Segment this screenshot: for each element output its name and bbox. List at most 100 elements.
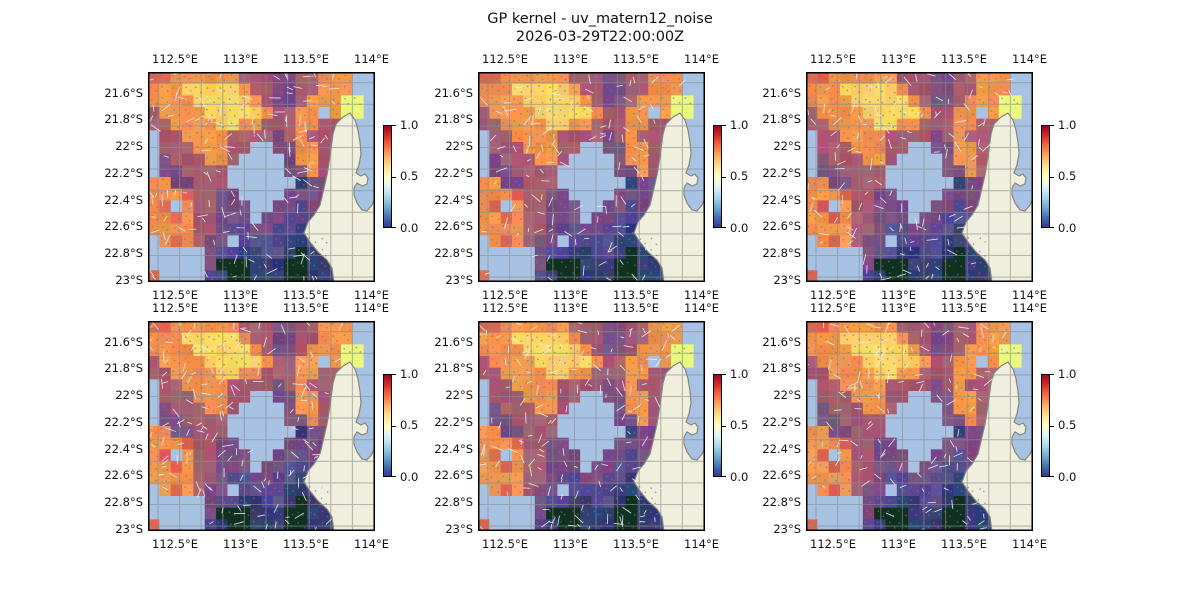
x-axis-bottom-tick-label: 114°E	[684, 288, 719, 302]
chart-subtitle: 2026-03-29T22:00:00Z	[515, 29, 685, 45]
colorbar: 1.0 0.5 0.0	[383, 118, 418, 235]
y-axis-tick-label: 22.8°S	[434, 495, 473, 509]
colorbar-tick-label: 0.5	[1058, 418, 1077, 432]
y-axis-tick-label: 22.4°S	[762, 441, 801, 456]
quiver-arrows	[807, 72, 1019, 281]
y-axis-tick-label: 21.6°S	[104, 334, 143, 349]
map-frame	[478, 321, 705, 531]
colorbar-tick-label: 0.0	[1058, 469, 1077, 484]
x-axis-top-tick-label: 112.5°E	[810, 301, 856, 315]
quiver-arrows	[806, 321, 1020, 531]
x-axis-bottom-tick-label: 113°E	[223, 537, 258, 551]
quiver-arrows	[148, 72, 361, 282]
colorbar-tick	[392, 226, 396, 228]
map-frame	[806, 72, 1033, 282]
map-plot	[478, 72, 705, 282]
map-plot	[148, 321, 375, 531]
colorbar: 1.0 0.5 0.0	[713, 118, 748, 235]
colorbar-gradient	[713, 374, 722, 477]
colorbar-gradient	[1041, 125, 1050, 228]
y-axis-tick-label: 23°S	[115, 521, 143, 536]
colorbar: 1.0 0.5 0.0	[1041, 118, 1076, 235]
x-axis-top-tick-label: 114°E	[354, 301, 389, 315]
land-coastline	[633, 112, 705, 282]
x-axis-top-tick-label: 113°E	[881, 52, 916, 66]
y-axis-tick-label: 21.8°S	[104, 361, 143, 376]
colorbar-tick-label: 0.0	[730, 469, 749, 484]
y-axis-tick-label: 21.8°S	[762, 112, 801, 127]
colorbar: 1.0 0.5 0.0	[713, 367, 748, 484]
y-axis-tick-label: 22.2°S	[762, 165, 801, 180]
colorbar-tick	[722, 425, 726, 427]
x-axis-bottom-tick-label: 113°E	[881, 537, 916, 551]
y-axis-tick-label: 21.8°S	[762, 361, 801, 376]
land-coastline	[303, 361, 375, 531]
x-axis-bottom-tick-label: 114°E	[354, 537, 389, 551]
y-axis-tick-label: 22.8°S	[762, 246, 801, 260]
y-axis-tick-label: 22°S	[773, 388, 801, 402]
colorbar: 1.0 0.5 0.0	[1041, 367, 1076, 484]
map-plot	[478, 321, 705, 531]
colorbar-tick-label: 1.0	[730, 117, 749, 132]
y-axis-tick-label: 22.4°S	[434, 192, 473, 207]
y-axis-tick-label: 22.2°S	[104, 414, 143, 429]
x-axis-bottom-tick-label: 113°E	[553, 537, 588, 551]
quiver-arrows	[479, 73, 692, 282]
chart-title: GP kernel - uv_matern12_noise	[487, 11, 713, 27]
quiver-arrows	[148, 321, 362, 531]
map-frame	[806, 321, 1033, 531]
x-axis-top-tick-label: 114°E	[1012, 52, 1047, 66]
colorbar-tick	[1050, 176, 1054, 178]
x-axis-bottom-tick-label: 113°E	[223, 288, 258, 302]
y-axis-tick-label: 22.4°S	[104, 441, 143, 456]
graticule-lines	[148, 321, 375, 531]
y-axis-tick-label: 22.4°S	[104, 192, 143, 207]
subplot-panel: 112.5°E 112.5°E 113°E 113°E 113.5°E 113.5°E 11…	[434, 301, 748, 551]
x-axis-bottom-tick-label: 112.5°E	[482, 288, 528, 302]
x-axis-bottom-tick-label: 113.5°E	[941, 288, 987, 302]
land-coastline	[303, 112, 375, 282]
y-axis-tick-label: 22.6°S	[104, 219, 143, 234]
map-frame	[478, 72, 705, 282]
y-axis-tick-label: 22°S	[115, 139, 143, 153]
x-axis-top-tick-label: 113.5°E	[283, 301, 329, 315]
subplot-panel: 112.5°E 112.5°E 113°E 113°E 113.5°E 113.5°E 11…	[104, 301, 418, 551]
x-axis-bottom-tick-label: 113°E	[881, 288, 916, 302]
x-axis-top-tick-label: 112.5°E	[152, 52, 198, 66]
subplot-panel: 112.5°E 112.5°E 113°E 113°E 113.5°E 113.5°E 11…	[104, 52, 418, 302]
x-axis-bottom-tick-label: 112.5°E	[152, 537, 198, 551]
colorbar-tick	[722, 226, 726, 228]
colorbar-gradient	[383, 374, 392, 477]
x-axis-top-tick-label: 113°E	[553, 52, 588, 66]
x-axis-top-tick-label: 113.5°E	[613, 52, 659, 66]
y-axis-tick-label: 21.8°S	[434, 112, 473, 127]
quiver-arrows	[478, 321, 692, 531]
map-frame	[148, 321, 375, 531]
y-axis-tick-label: 22.6°S	[762, 468, 801, 483]
colorbar-gradient	[1041, 374, 1050, 477]
y-axis-tick-label: 22°S	[115, 388, 143, 402]
y-axis-tick-label: 22.6°S	[762, 219, 801, 234]
y-axis-tick-label: 22°S	[445, 388, 473, 402]
colorbar-tick	[722, 374, 726, 376]
colorbar-tick	[1050, 125, 1054, 127]
colorbar-gradient	[713, 125, 722, 228]
colorbar-tick-label: 1.0	[400, 117, 419, 132]
colorbar-tick-label: 0.0	[400, 220, 419, 235]
colorbar-tick	[392, 475, 396, 477]
x-axis-top-tick-label: 114°E	[354, 52, 389, 66]
subplot-panel: 112.5°E 112.5°E 113°E 113°E 113.5°E 113.5°E 11…	[762, 301, 1076, 551]
y-axis-tick-label: 23°S	[445, 521, 473, 536]
y-axis-tick-label: 21.6°S	[762, 85, 801, 100]
colorbar-tick-label: 0.5	[400, 418, 419, 432]
x-axis-bottom-tick-label: 112.5°E	[152, 288, 198, 302]
y-axis-tick-label: 22.6°S	[434, 468, 473, 483]
graticule-lines	[478, 321, 705, 531]
y-axis-tick-label: 22.2°S	[762, 414, 801, 429]
x-axis-top-tick-label: 113.5°E	[941, 52, 987, 66]
y-axis-tick-label: 21.6°S	[104, 85, 143, 100]
y-axis-tick-label: 22°S	[445, 139, 473, 153]
x-axis-bottom-tick-label: 112.5°E	[810, 288, 856, 302]
x-axis-top-tick-label: 112.5°E	[810, 52, 856, 66]
